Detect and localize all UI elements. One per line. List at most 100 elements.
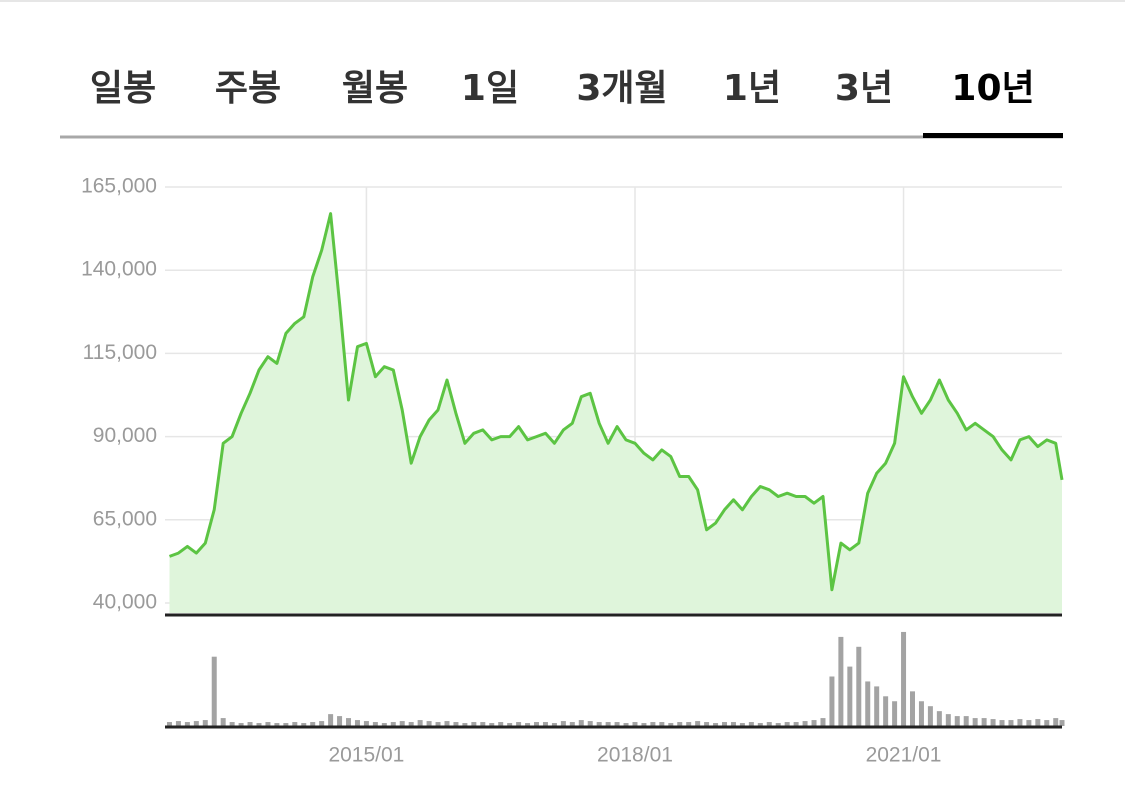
volume-bar [847, 666, 853, 726]
volume-bar [408, 722, 414, 726]
volume-bar [757, 723, 763, 726]
volume-bar [829, 676, 835, 726]
y-tick-label: 165,000 [81, 175, 157, 198]
volume-bar [578, 720, 584, 726]
volume-bar [507, 723, 513, 726]
volume-bar [498, 722, 504, 726]
volume-bar [596, 722, 602, 726]
tab[interactable]: 일봉 [90, 68, 156, 109]
volume-bar [542, 722, 548, 726]
plot: 40,000 65,000 90,000 115,000 140,000 165,000 2… [81, 175, 1065, 767]
volume-bar [220, 718, 226, 726]
area-fill [169, 213, 1062, 613]
volume-bar [265, 722, 271, 726]
volume-bar [1044, 720, 1050, 726]
volume-bar [444, 721, 450, 726]
volume-bar [766, 722, 772, 726]
volume-bar [650, 722, 656, 726]
volume-bar [534, 722, 540, 726]
volume-bar [247, 722, 253, 726]
x-tick-label: 2018/01 [597, 744, 673, 767]
volume-bar [1026, 720, 1032, 726]
active-tab-indicator [923, 133, 1063, 138]
volume-bar [1053, 718, 1059, 726]
volume-bar [677, 722, 683, 726]
volume-bar [166, 722, 172, 726]
tab[interactable]: 1년 [723, 68, 781, 109]
volume-bar [856, 646, 862, 726]
y-tick-label: 140,000 [81, 258, 157, 281]
volume-bar [605, 722, 611, 726]
y-tick-label: 65,000 [93, 507, 157, 530]
volume-bar [748, 722, 754, 726]
volume-bar [1035, 719, 1041, 726]
volume-bar [990, 719, 996, 726]
volume-bar [301, 723, 307, 726]
volume-bar [954, 716, 960, 726]
tab[interactable]: 1일 [461, 68, 519, 109]
tab[interactable]: 주봉 [215, 68, 281, 109]
tab[interactable]: 10년 [951, 68, 1034, 109]
volume-bar [802, 721, 808, 726]
volume-bar [193, 721, 199, 726]
tab[interactable]: 3개월 [576, 68, 667, 109]
volume-bar [963, 716, 969, 726]
volume-bar [927, 706, 933, 726]
volume-bar [175, 721, 181, 726]
volume-bar [292, 722, 298, 726]
x-tick-label: 2021/01 [866, 744, 942, 767]
volume-bar [471, 722, 477, 726]
volume-bar [910, 691, 915, 726]
volume-bar [399, 721, 405, 726]
volume-bar [901, 631, 907, 726]
volume-bar [426, 721, 432, 726]
volume-bar [354, 720, 360, 726]
volume-bar [274, 723, 280, 726]
volume-bar [1008, 720, 1014, 726]
volume-bar [283, 723, 289, 726]
volume-bar [874, 686, 880, 726]
volume-bar [525, 723, 531, 726]
y-tick-label: 90,000 [93, 424, 157, 447]
volume-bar [686, 722, 692, 726]
volume-bar [390, 722, 396, 726]
volume-bar [784, 722, 790, 726]
volume-bar [184, 722, 190, 726]
volume-bar [704, 722, 710, 726]
volume-bar [211, 656, 217, 726]
volume-bar [811, 720, 817, 726]
volume-bar [381, 723, 387, 726]
volume-bar [838, 636, 844, 726]
volume-bar [462, 723, 468, 726]
volume-bar [1017, 719, 1023, 726]
volume-bar [551, 723, 557, 726]
volume-bar [489, 723, 495, 726]
volume-bar [659, 722, 665, 726]
volume-bar [587, 721, 593, 726]
volume-bar [739, 723, 745, 726]
volume-bar [918, 701, 924, 726]
tab[interactable]: 3년 [835, 68, 893, 109]
tab[interactable]: 월봉 [342, 68, 408, 109]
volume-bar [730, 722, 736, 726]
volume-bar [945, 714, 951, 726]
volume-bar [668, 723, 674, 726]
volume-bar [346, 718, 352, 726]
volume-bar [641, 723, 647, 726]
volume-bar [328, 714, 334, 726]
volume-bar [775, 723, 781, 726]
x-tick-label: 2015/01 [328, 744, 404, 767]
volume-bar [569, 722, 575, 726]
volume-bar [865, 681, 871, 726]
volume-bar [883, 696, 889, 726]
volume-bar [614, 722, 620, 726]
volume-bar [972, 718, 978, 726]
volume-bar [480, 722, 486, 726]
volume-bar [319, 721, 325, 726]
volume-bar [363, 721, 369, 726]
price-line [168, 212, 1064, 592]
volume-bar [695, 721, 701, 726]
volume-bar [820, 718, 826, 726]
volume-bar [623, 723, 629, 726]
